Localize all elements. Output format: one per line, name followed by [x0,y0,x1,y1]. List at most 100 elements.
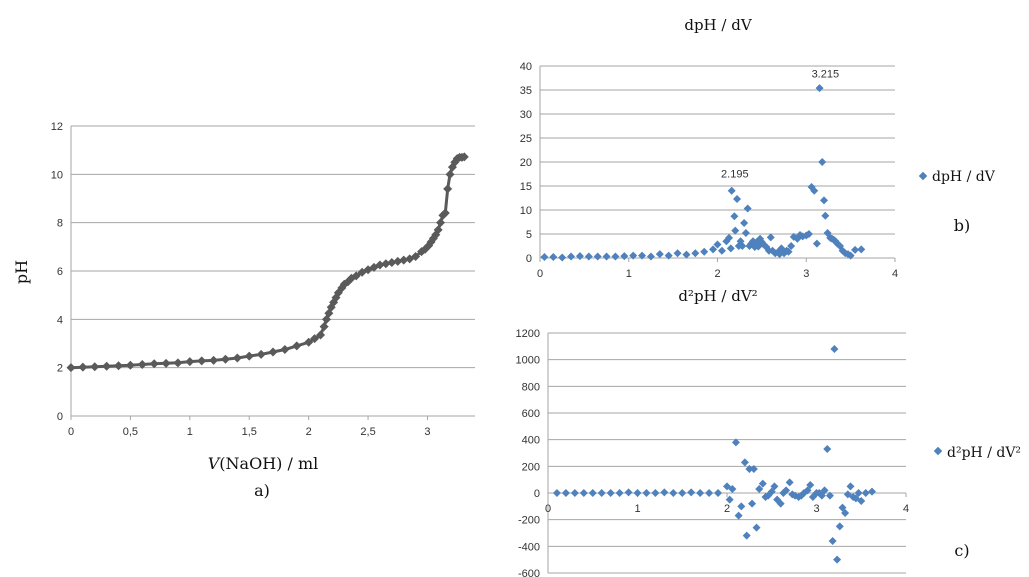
chart-a-data-point [411,252,421,261]
chart-a-data-point [185,357,195,367]
chart-c-data-point [854,489,863,497]
chart-a-data-point [209,355,219,365]
chart-b-y-tick-label: 25 [520,133,532,145]
chart-b-legend-label: dpH / dV [932,169,996,185]
chart-a-data-point [280,345,290,355]
chart-b-data-point [727,186,736,195]
chart-c-data-point [606,489,615,497]
chart-c-data-point [678,489,687,497]
chart-c-data-point [748,499,757,508]
chart-a-x-tick-label: 2,5 [360,426,375,438]
chart-c-data-point [642,489,651,497]
chart-b-data-point [740,218,749,227]
chart-a-x-tick-label: 1 [187,426,193,438]
chart-a-data-point [173,358,183,368]
chart-a-y-tick-label: 2 [57,363,63,375]
chart-a-data-point [433,225,443,235]
chart-c-data-point [669,489,678,497]
chart-a-data-point [375,260,385,270]
chart-b-legend-marker [918,171,928,181]
chart-c-data-point [830,345,839,353]
chart-b-y-tick-label: 0 [526,253,532,265]
chart-a-data-point [197,356,207,366]
chart-a-data-point [244,351,254,361]
chart-a-y-tick-label: 0 [57,411,63,423]
chart-a-data-point [319,322,329,332]
chart-a-data-point [405,254,415,264]
chart-c-data-point [570,489,579,497]
chart-c-legend-label: d²pH / dV² [947,445,1021,461]
chart-b-annotation: 3.215 [812,69,840,81]
panel-b-label: b) [954,216,970,235]
chart-a-data-point [256,349,266,359]
chart-c-data-point [633,489,642,497]
chart-b-y-tick-label: 35 [520,85,532,97]
chart-b-data-point [540,253,549,262]
chart-c-legend: d²pH / dV² [933,445,1021,461]
chart-c-data-point [725,495,734,504]
chart-c-data-point [758,479,767,488]
chart-c-data-point [588,489,597,497]
chart-c-data-point [745,465,754,473]
chart-a-data-point [436,218,446,228]
chart-b-x-tick-label: 1 [626,268,632,280]
chart-b-legend: dpH / dV [918,169,996,185]
chart-c-data-point [742,531,751,540]
chart-c-data-point [838,503,847,512]
chart-c-data-point [728,485,737,493]
chart-b-data-point [602,252,611,261]
chart-c-data-point [579,489,588,497]
chart-a-data-point [316,330,326,340]
chart-a-data-point [445,169,455,179]
chart-a-data-point [310,334,320,344]
chart-c-title: d²pH / dV² [678,287,757,305]
chart-b-data-point [717,246,726,255]
chart-a-data-point [125,360,135,370]
chart-b-x-tick-label: 0 [537,268,543,280]
chart-c-y-tick-label: -400 [518,541,540,553]
chart-a-y-tick-label: 12 [51,121,63,133]
chart-c-data-point [561,489,570,497]
chart-a-data-point [232,353,242,363]
chart-b-x-tick-label: 2 [714,268,720,280]
chart-c-data-point [767,487,776,496]
chart-c-y-tick-label: 0 [534,488,540,500]
chart-c-y-tick-label: 200 [522,461,540,473]
chart-b-data-point [743,204,752,213]
chart-c-data-point [835,522,844,531]
chart-b-data-point [851,245,860,254]
chart-a-data-point [66,363,76,373]
chart-a-y-tick-label: 4 [57,314,63,326]
chart-b-y-tick-label: 5 [526,229,532,241]
chart-c-data-point [755,485,764,493]
chart-c-legend-marker [933,446,943,456]
chart-a-data-point [387,258,397,268]
chart-b-data-point [812,239,821,248]
chart-b-y-tick-label: 15 [520,181,532,193]
chart-c-x-tick-label: 3 [813,503,819,515]
chart-a-y-tick-label: 6 [57,266,63,278]
chart-c-data-point [734,511,743,520]
chart-c-data-point [851,494,860,503]
chart-a-data-point [440,208,450,218]
chart-b-data-point [611,252,620,261]
chart-b-data-point [725,233,734,242]
chart-a-data-point [102,361,112,371]
chart-c-data-point [803,486,812,495]
chart-a-data-point [78,362,88,372]
chart-a-data-point [381,259,391,269]
chart-c-x-tick-label: 2 [724,503,730,515]
chart-c-y-tick-label: 600 [522,408,540,420]
chart-c-data-point [776,499,785,508]
chart-a-data-point [292,341,302,351]
chart-b-annotation: 2.195 [721,168,749,180]
titration-curve-chart: 0 2 4 6 8 10 12 0 0,5 1 1,5 2 2,5 3 [51,121,475,438]
chart-c-data-point [806,481,815,489]
chart-b-data-point [857,245,866,254]
chart-c-data-point [749,465,758,473]
chart-a-data-point [443,184,453,194]
chart-b-data-point [575,252,584,261]
chart-a-x-tick-label: 0 [68,426,74,438]
chart-c-data-point [687,488,696,497]
